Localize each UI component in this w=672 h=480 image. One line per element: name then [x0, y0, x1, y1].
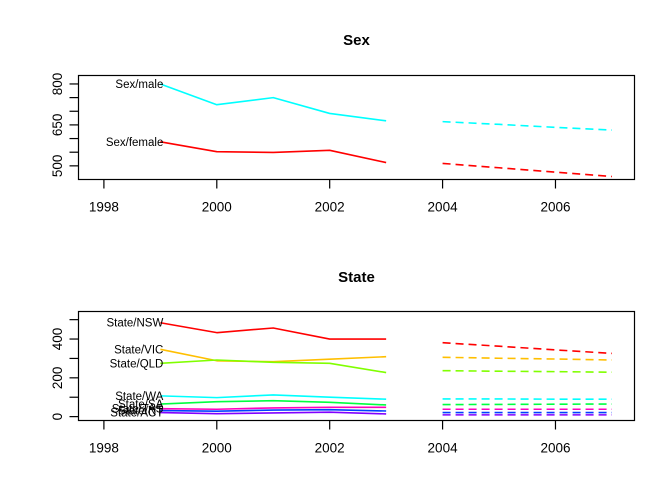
- series-line-forecast-sex-female: [442, 162, 612, 178]
- series-line-forecast-state-sa: [442, 403, 612, 406]
- state-line-chart: 1998 2000 2002 2004 2006 0 200 400 State/NSW Stat…: [50, 310, 636, 456]
- series-label-state-nt: State/NT: [118, 406, 163, 418]
- series-label-state-sa: State/SA: [118, 399, 164, 411]
- series-label-state-tas: State/TAS: [112, 404, 164, 416]
- x-axis-tick-label: 2000: [202, 441, 232, 456]
- y-axis-tick-label: 650: [50, 114, 65, 137]
- plot-box: [77, 310, 636, 422]
- sex-panel-title: Sex: [343, 32, 370, 49]
- series-line-solid-state-qld: [160, 359, 387, 374]
- sex-line-chart: 1998 2000 2002 2004 2006 500 650 800 Sex/male Sex…: [50, 73, 636, 215]
- series-line-solid-state-nsw: [160, 321, 387, 340]
- x-axis-tick-label: 2006: [540, 441, 570, 456]
- y-axis-tick-label: 800: [50, 73, 65, 96]
- state-panel-title: State: [338, 269, 375, 286]
- series-label-state-qld: State/QLD: [110, 358, 164, 370]
- plot-box: [77, 74, 636, 181]
- series-line-forecast-state-vic: [442, 356, 612, 361]
- x-axis-tick-label: 2000: [202, 200, 232, 215]
- x-axis-tick-label: 1998: [89, 441, 119, 456]
- series-label-state-wa: State/WA: [115, 391, 163, 403]
- series-line-solid-state-act: [160, 411, 387, 415]
- series-line-solid-sex-female: [160, 141, 387, 164]
- series-line-solid-state-tas: [160, 406, 387, 411]
- series-line-solid-state-vic: [160, 348, 387, 363]
- y-axis-tick-label: 0: [50, 413, 65, 421]
- y-axis-tick-label: 400: [50, 328, 65, 351]
- series-line-forecast-state-qld: [442, 369, 612, 374]
- x-axis-tick-label: 2006: [540, 200, 570, 215]
- x-axis-tick-label: 2002: [315, 441, 345, 456]
- series-label-state-vic: State/VIC: [114, 344, 163, 356]
- series-line-solid-state-wa: [160, 394, 387, 400]
- series-label-sex-female: Sex/female: [106, 137, 164, 149]
- series-line-solid-state-nt: [160, 408, 387, 412]
- x-axis-tick-label: 1998: [89, 200, 119, 215]
- series-line-solid-state-sa: [160, 399, 387, 406]
- series-line-solid-sex-male: [160, 83, 387, 122]
- series-line-forecast-state-nsw: [442, 341, 612, 355]
- series-line-forecast-sex-male: [442, 120, 612, 131]
- y-axis-tick-label: 500: [50, 155, 65, 178]
- series-label-state-nsw: State/NSW: [106, 318, 163, 330]
- series-label-state-act: State/ACT: [110, 408, 163, 420]
- x-axis-tick-label: 2004: [428, 200, 459, 215]
- y-axis-tick-label: 200: [50, 367, 65, 390]
- x-axis-tick-label: 2004: [428, 441, 459, 456]
- series-label-sex-male: Sex/male: [115, 79, 163, 91]
- x-axis-tick-label: 2002: [315, 200, 345, 215]
